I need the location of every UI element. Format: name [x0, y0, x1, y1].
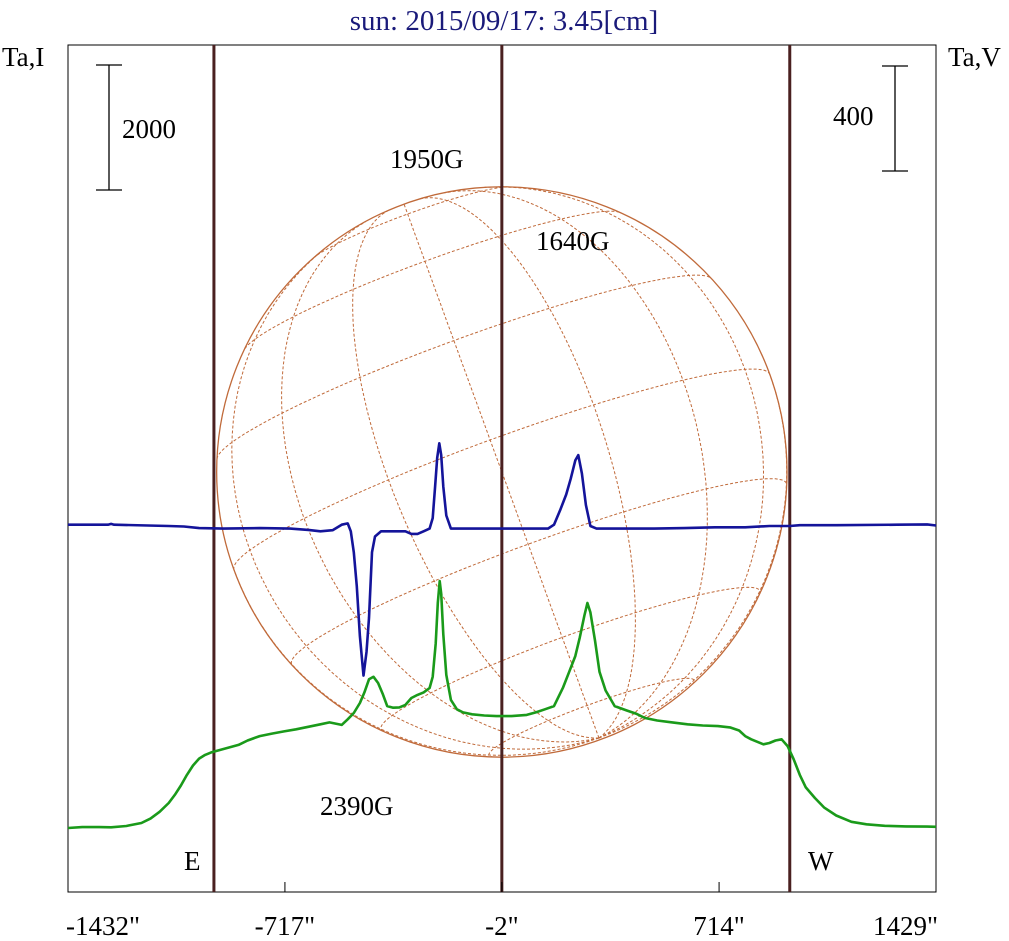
disk-meridian [598, 374, 788, 739]
x-tick-label: 714" [693, 911, 745, 941]
disk-meridian [484, 186, 765, 739]
limb-lines [212, 45, 792, 892]
disk-parallel [216, 274, 712, 460]
disk-meridian [403, 204, 600, 739]
disk-parallel [233, 368, 771, 570]
disk-meridian [233, 569, 600, 756]
x-tick-label: 1429" [873, 911, 938, 941]
series-line-polarization [68, 442, 937, 677]
east-limb-label: E [184, 846, 201, 876]
polarization-scale-bar: 400 [833, 65, 908, 172]
intensity-scale-bar: 2000 [96, 64, 176, 191]
series-line-intensity [67, 579, 937, 830]
x-axis-ticks: -1432" -717" -2" 714" 1429" [66, 882, 938, 941]
left-axis-label: Ta,I [2, 42, 44, 72]
disk-parallel [488, 677, 695, 758]
disk-meridian [231, 242, 600, 750]
west-limb-label: W [808, 846, 834, 876]
x-tick-label: -1432" [66, 911, 140, 941]
disk-parallel [290, 478, 787, 665]
disk-meridian [281, 221, 599, 743]
disk-parallel [244, 210, 620, 350]
disk-meridian [444, 190, 708, 739]
disk-meridian [420, 197, 636, 739]
annotation-1640g: 1640G [536, 226, 610, 256]
x-tick-label: -2" [485, 911, 519, 941]
chart-title: sun: 2015/09/17: 3.45[cm] [350, 5, 659, 37]
x-tick-label: -717" [255, 911, 316, 941]
right-axis-label: Ta,V [948, 42, 1001, 72]
disk-meridian [352, 210, 599, 739]
polarization-scale-label: 400 [833, 101, 874, 131]
annotation-1950g: 1950G [390, 144, 464, 174]
annotation-2390g: 2390G [320, 791, 394, 821]
intensity-scale-label: 2000 [122, 114, 176, 144]
disk-parallel [380, 586, 761, 732]
disk-parallel [312, 186, 509, 259]
